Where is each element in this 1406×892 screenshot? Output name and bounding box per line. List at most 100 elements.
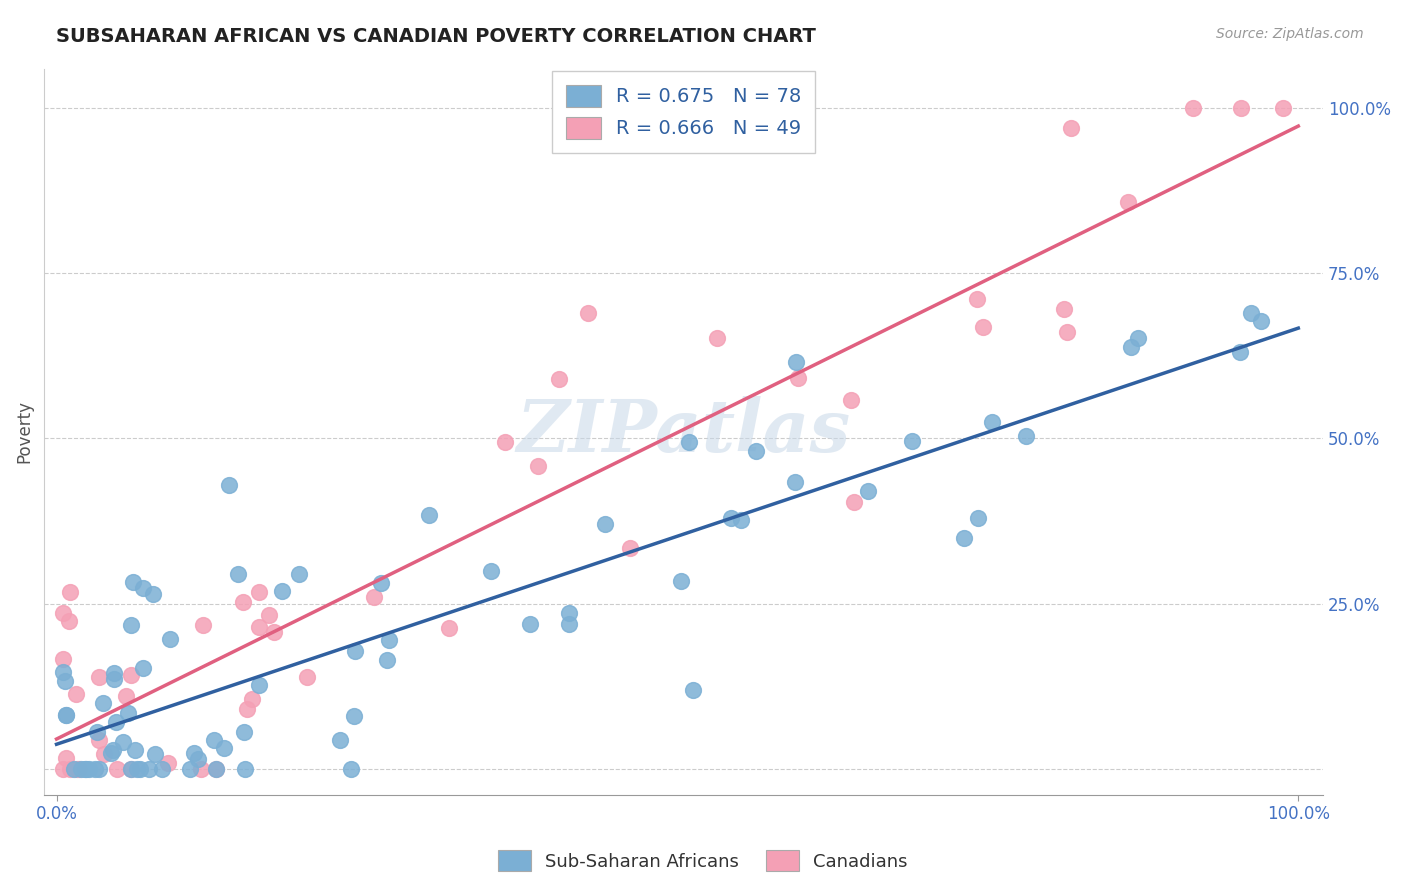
Point	[187, 752, 209, 766]
Point	[706, 331, 728, 345]
Point	[669, 574, 692, 588]
Point	[619, 541, 641, 555]
Point	[980, 415, 1002, 429]
Point	[247, 585, 270, 599]
Point	[103, 665, 125, 680]
Point	[479, 564, 502, 578]
Point	[952, 531, 974, 545]
Point	[966, 292, 988, 306]
Point	[378, 633, 401, 648]
Point	[363, 590, 385, 604]
Point	[288, 567, 311, 582]
Point	[1230, 101, 1253, 115]
Point	[86, 725, 108, 739]
Point	[58, 614, 80, 628]
Point	[232, 595, 254, 609]
Point	[52, 762, 75, 776]
Point	[343, 644, 366, 658]
Point	[263, 624, 285, 639]
Point	[901, 434, 924, 449]
Point	[124, 743, 146, 757]
Point	[785, 355, 807, 369]
Point	[236, 701, 259, 715]
Point	[111, 734, 134, 748]
Point	[329, 733, 352, 747]
Point	[53, 673, 76, 688]
Point	[191, 618, 214, 632]
Point	[120, 762, 142, 776]
Legend: Sub-Saharan Africans, Canadians: Sub-Saharan Africans, Canadians	[491, 843, 915, 879]
Point	[858, 483, 880, 498]
Point	[678, 434, 700, 449]
Point	[55, 708, 77, 723]
Point	[120, 762, 142, 776]
Point	[972, 320, 994, 334]
Point	[120, 667, 142, 681]
Point	[93, 747, 115, 761]
Point	[150, 762, 173, 776]
Point	[70, 762, 93, 776]
Point	[339, 762, 361, 776]
Point	[101, 742, 124, 756]
Point	[343, 709, 366, 723]
Point	[159, 632, 181, 646]
Point	[557, 617, 579, 632]
Point	[271, 584, 294, 599]
Point	[107, 762, 129, 776]
Point	[257, 607, 280, 622]
Point	[720, 510, 742, 524]
Point	[157, 756, 180, 771]
Legend: R = 0.675   N = 78, R = 0.666   N = 49: R = 0.675 N = 78, R = 0.666 N = 49	[553, 71, 815, 153]
Point	[839, 393, 862, 408]
Point	[66, 762, 89, 776]
Point	[233, 725, 256, 739]
Point	[132, 581, 155, 595]
Point	[494, 435, 516, 450]
Text: Source: ZipAtlas.com: Source: ZipAtlas.com	[1216, 27, 1364, 41]
Point	[129, 762, 152, 776]
Point	[55, 751, 77, 765]
Point	[1053, 302, 1076, 317]
Point	[100, 746, 122, 760]
Point	[204, 762, 226, 776]
Point	[55, 708, 77, 723]
Point	[73, 762, 96, 776]
Point	[183, 746, 205, 760]
Point	[205, 762, 228, 776]
Point	[1060, 120, 1083, 135]
Point	[77, 762, 100, 776]
Point	[141, 587, 163, 601]
Point	[214, 740, 236, 755]
Point	[519, 616, 541, 631]
Point	[226, 566, 249, 581]
Point	[120, 618, 142, 632]
Point	[179, 762, 201, 776]
Point	[87, 762, 110, 776]
Point	[526, 459, 548, 474]
Point	[138, 762, 160, 776]
Point	[1229, 345, 1251, 359]
Point	[233, 762, 256, 776]
Point	[370, 576, 392, 591]
Point	[730, 513, 752, 527]
Point	[131, 661, 153, 675]
Point	[297, 670, 319, 684]
Point	[121, 574, 143, 589]
Point	[103, 672, 125, 686]
Point	[1128, 331, 1150, 345]
Point	[87, 733, 110, 747]
Point	[558, 606, 581, 620]
Point	[127, 762, 149, 776]
Point	[117, 706, 139, 720]
Point	[59, 584, 82, 599]
Point	[67, 762, 90, 776]
Point	[52, 652, 75, 666]
Text: ZIPatlas: ZIPatlas	[516, 396, 851, 467]
Point	[418, 508, 440, 522]
Point	[783, 475, 806, 489]
Point	[115, 689, 138, 703]
Text: SUBSAHARAN AFRICAN VS CANADIAN POVERTY CORRELATION CHART: SUBSAHARAN AFRICAN VS CANADIAN POVERTY C…	[56, 27, 815, 45]
Point	[59, 762, 82, 776]
Point	[1181, 101, 1204, 115]
Point	[1118, 194, 1140, 209]
